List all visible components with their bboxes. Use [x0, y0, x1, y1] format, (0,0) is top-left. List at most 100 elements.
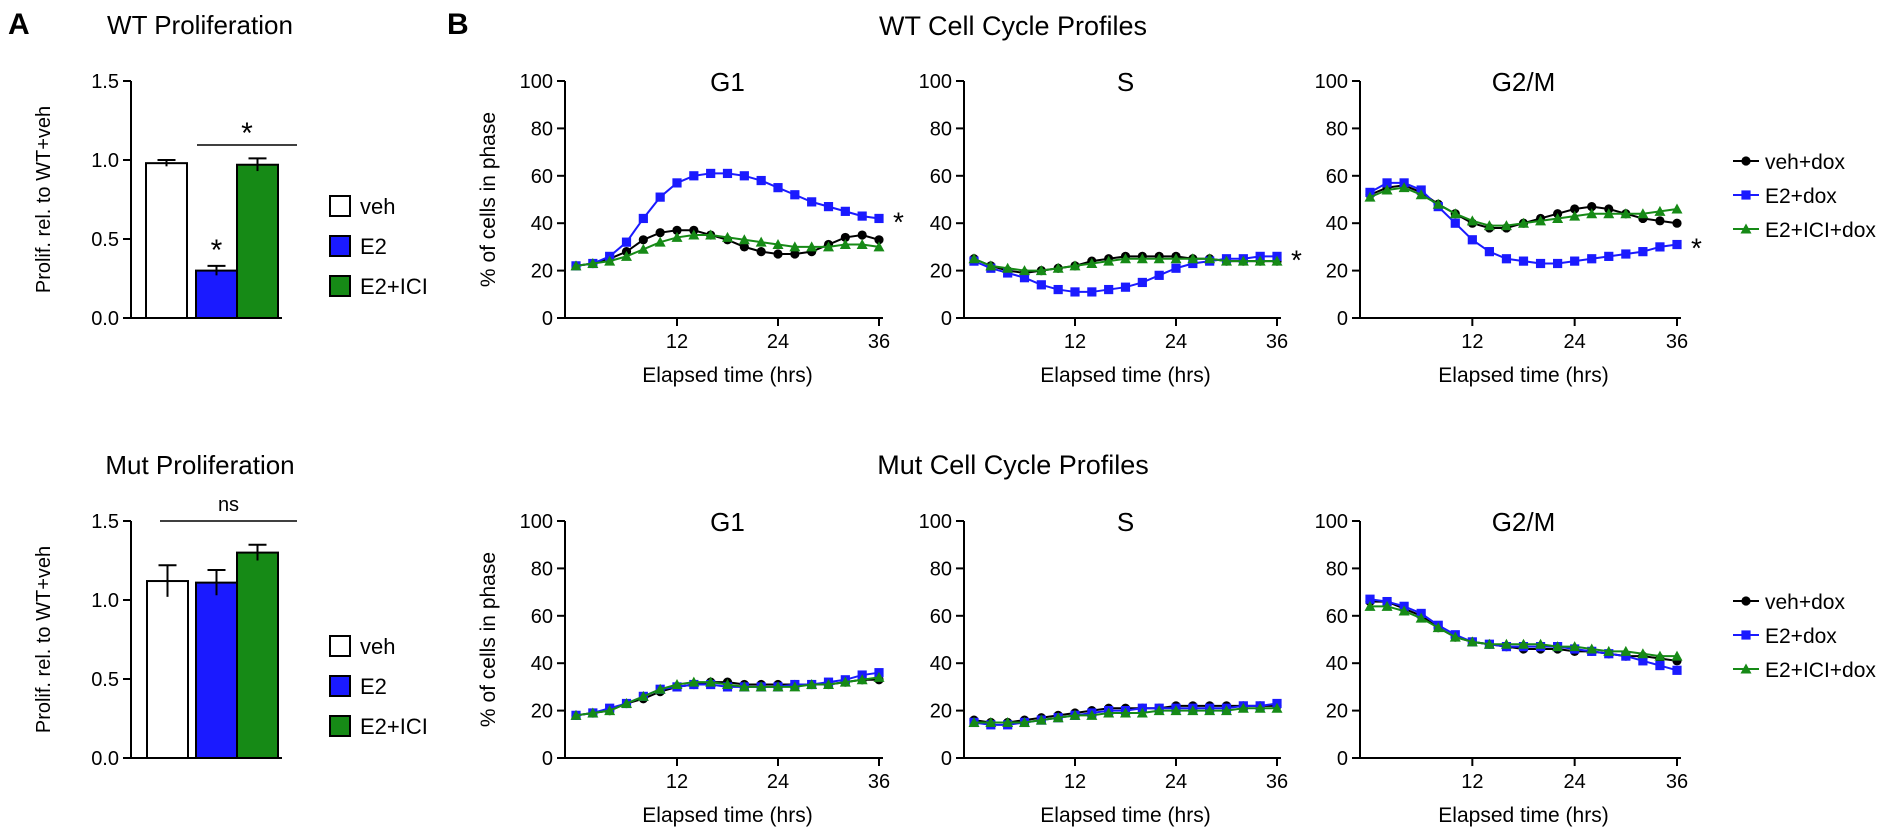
- mut-section-title: Mut Cell Cycle Profiles: [877, 450, 1149, 480]
- data-point: [637, 690, 649, 701]
- legend-marker: [1741, 596, 1751, 606]
- series-e2-ici-dox: [570, 229, 885, 271]
- data-point: [856, 239, 868, 250]
- data-point: [671, 231, 683, 242]
- x-tick-label: 24: [1165, 331, 1187, 353]
- data-point: [874, 235, 884, 245]
- data-point: [1053, 284, 1063, 295]
- data-point: [1069, 260, 1081, 271]
- y-tick-label: 100: [1315, 71, 1348, 93]
- data-point: [1070, 287, 1080, 297]
- data-point: [1672, 218, 1682, 228]
- legend-swatch: [329, 275, 351, 297]
- data-point: [654, 236, 666, 247]
- legend-label: E2+ICI: [360, 274, 428, 299]
- legend-marker: [1741, 156, 1751, 166]
- data-point: [839, 676, 851, 687]
- data-point: [1086, 257, 1098, 268]
- data-point: [806, 679, 818, 690]
- data-point: [1553, 258, 1563, 269]
- data-point: [1104, 284, 1114, 295]
- series-veh-dox: [1365, 596, 1682, 666]
- data-point: [1204, 253, 1216, 264]
- data-point: [1500, 220, 1512, 231]
- data-point: [722, 679, 733, 690]
- mut_s: S 0 20 40 60 80 100 12 24 36 Elapsed time (hrs): [919, 507, 1289, 827]
- mut_g2m: G2/M 0 20 40 60 80 100 12 24 36 Elapsed time (hrs): [1315, 507, 1689, 827]
- y-tick-label: 60: [930, 166, 952, 188]
- data-point: [1638, 247, 1648, 257]
- series-line: [575, 172, 880, 267]
- data-point: [1254, 702, 1266, 713]
- data-point: [738, 234, 750, 245]
- data-point: [1002, 716, 1014, 727]
- x-tick-label: 24: [767, 771, 789, 793]
- data-point: [1153, 705, 1165, 716]
- y-tick-label: 0: [1337, 748, 1348, 770]
- data-point: [1120, 707, 1131, 718]
- data-point: [1672, 239, 1682, 250]
- bar-legend: veh E2 E2+ICI: [329, 634, 428, 739]
- y-tick-label: 40: [1326, 653, 1348, 675]
- x-tick-label: 24: [1564, 771, 1586, 793]
- x-tick-label: 12: [1461, 331, 1483, 353]
- data-point: [1271, 255, 1283, 266]
- data-point: [789, 241, 801, 252]
- y-tick-label: 0.0: [91, 748, 119, 770]
- data-point: [587, 707, 599, 718]
- y-tick-label: 1.0: [91, 590, 119, 612]
- data-point: [772, 681, 784, 692]
- data-point: [823, 202, 834, 212]
- data-point: [1655, 660, 1665, 671]
- data-point: [1432, 622, 1444, 633]
- data-point: [839, 239, 851, 250]
- data-point: [1415, 612, 1427, 623]
- data-point: [1120, 282, 1131, 292]
- data-point: [1364, 600, 1376, 611]
- data-point: [1483, 220, 1495, 231]
- data-point: [1500, 638, 1512, 649]
- data-point: [1221, 705, 1232, 716]
- y-tick-label: 80: [1326, 118, 1348, 140]
- x-tick-label: 36: [1666, 331, 1688, 353]
- legend-swatch: [329, 635, 351, 657]
- x-tick-label: 12: [1064, 331, 1086, 353]
- legend-label: veh: [360, 634, 395, 659]
- data-point: [604, 705, 616, 716]
- data-point: [1671, 203, 1683, 214]
- y-tick-label: 0: [1337, 308, 1348, 330]
- legend-swatch: [329, 235, 351, 257]
- data-point: [1518, 217, 1529, 228]
- data-point: [968, 253, 980, 264]
- data-point: [1552, 212, 1564, 223]
- data-point: [705, 676, 717, 687]
- wt-section-title: WT Cell Cycle Profiles: [879, 11, 1147, 41]
- significance-star: *: [1291, 244, 1302, 275]
- y-tick-label: 20: [930, 701, 952, 723]
- data-point: [1570, 204, 1580, 214]
- data-point: [1535, 215, 1547, 226]
- data-point: [1518, 256, 1529, 266]
- data-point: [1087, 287, 1097, 297]
- data-point: [1398, 182, 1410, 193]
- data-point: [738, 681, 750, 692]
- data-point: [570, 709, 582, 720]
- data-point: [1086, 709, 1098, 720]
- data-point: [1382, 178, 1392, 188]
- y-tick-label: 40: [531, 213, 553, 235]
- data-point: [1019, 273, 1030, 283]
- data-point: [1381, 184, 1393, 195]
- data-point: [1569, 210, 1581, 221]
- data-point: [840, 206, 850, 216]
- legend-label: E2+ICI+dox: [1765, 659, 1876, 682]
- data-point: [1187, 705, 1199, 716]
- series-e2-ici-dox: [1364, 182, 1683, 231]
- data-point: [689, 171, 699, 181]
- data-point: [1052, 262, 1064, 273]
- y-axis-label: % of cells in phase: [477, 552, 500, 727]
- y-tick-label: 0.5: [91, 229, 119, 251]
- data-point: [1154, 270, 1164, 280]
- x-axis-label: Elapsed time (hrs): [1438, 804, 1608, 827]
- data-point: [1535, 258, 1546, 269]
